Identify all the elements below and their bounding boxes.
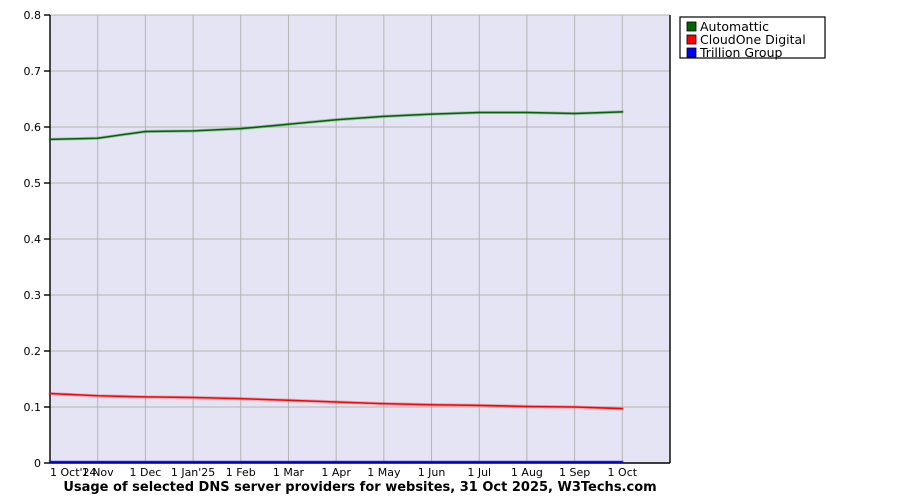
y-gridlines bbox=[50, 14, 670, 408]
y-tick-label: 0.6 bbox=[24, 121, 42, 134]
x-tick-label: 1 Dec bbox=[129, 466, 161, 479]
x-tick-label: 1 Jul bbox=[467, 466, 491, 479]
x-tick-label: 1 Jan'25 bbox=[171, 466, 215, 479]
y-tick-label: 0.7 bbox=[24, 65, 42, 78]
y-tick-label: 0 bbox=[34, 457, 41, 470]
legend-box bbox=[679, 16, 826, 59]
y-axis-ticks: 0 0.1 0.2 0.3 0.4 0.5 0.6 0.7 0.8 bbox=[24, 9, 50, 470]
x-tick-label: 1 May bbox=[367, 466, 401, 479]
y-tick-label: 0.2 bbox=[24, 345, 42, 358]
x-tick-label: 1 Apr bbox=[321, 466, 351, 479]
y-tick-label: 0.8 bbox=[24, 9, 42, 22]
x-tick-label: 1 Oct'24 bbox=[50, 466, 97, 479]
legend-label-2: Trillion Group bbox=[699, 45, 782, 60]
y-tick-label: 0.5 bbox=[24, 177, 42, 190]
y-tick-label: 0.3 bbox=[24, 289, 42, 302]
x-axis-ticks: 1 Oct'241 Nov 1 Dec 1 Jan'25 1 Feb 1 Mar 1 Ap… bbox=[50, 466, 638, 479]
x-tick-label: 1 Feb bbox=[226, 466, 256, 479]
x-gridlines bbox=[97, 15, 623, 463]
chart-title: Usage of selected DNS server providers f… bbox=[63, 480, 656, 495]
x-tick-label: 1 Aug bbox=[511, 466, 543, 479]
x-tick-label: 1 Nov bbox=[82, 466, 114, 479]
legend-label-0: Automattic bbox=[700, 19, 769, 34]
x-tick-label: 1 Oct bbox=[608, 466, 638, 479]
legend-swatch-0 bbox=[686, 21, 697, 32]
legend-swatch-1 bbox=[686, 34, 697, 45]
x-tick-label: 1 Mar bbox=[273, 466, 305, 479]
series-line-cloudone-digital bbox=[49, 392, 624, 410]
x-tick-label: 1 Sep bbox=[559, 466, 590, 479]
y-tick-label: 0.4 bbox=[24, 233, 42, 246]
data-series-layer bbox=[48, 110, 624, 464]
y-tick-label: 0.1 bbox=[24, 401, 42, 414]
legend-swatch-2 bbox=[686, 47, 697, 58]
legend-label-1: CloudOne Digital bbox=[700, 32, 806, 47]
series-line-automattic bbox=[49, 111, 624, 141]
x-tick-label: 1 Jun bbox=[418, 466, 446, 479]
